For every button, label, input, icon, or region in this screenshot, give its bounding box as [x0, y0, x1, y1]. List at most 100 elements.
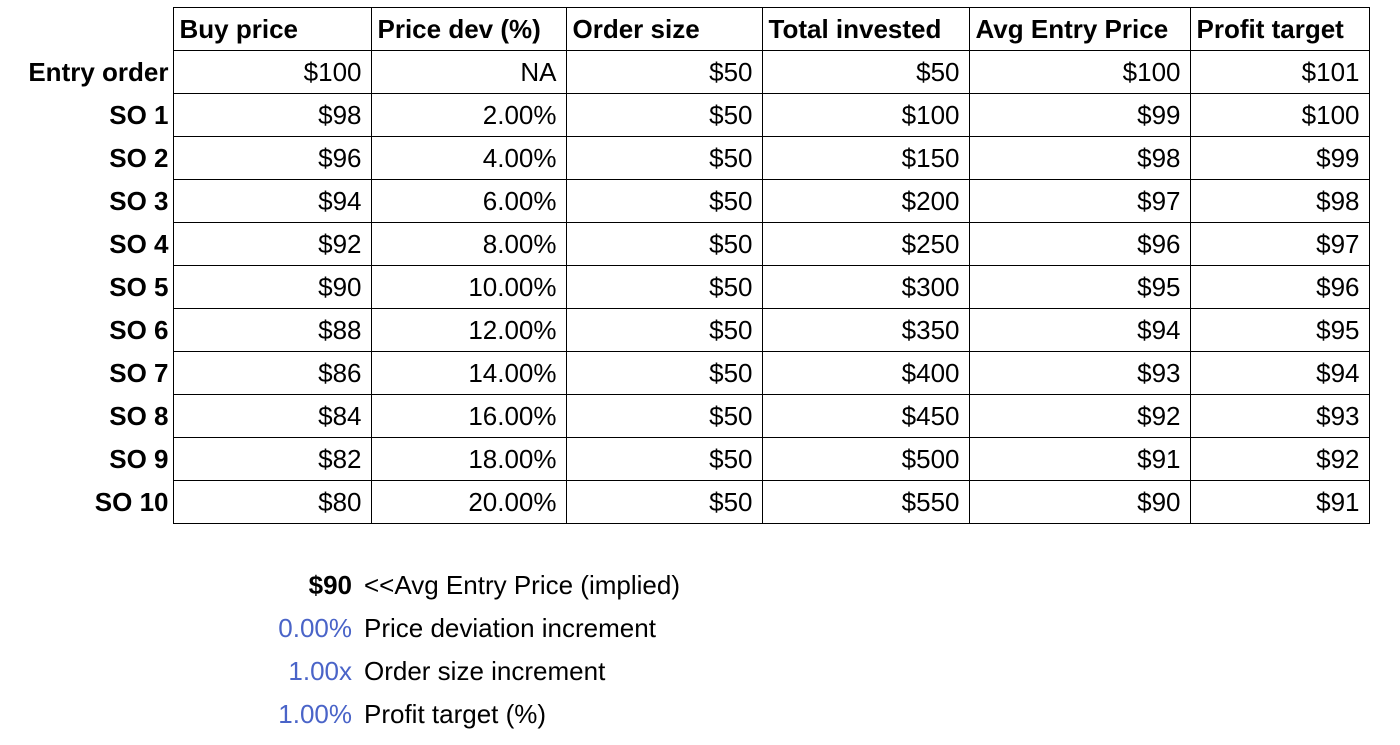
table-row: SO 4 $92 8.00% $50 $250 $96 $97	[2, 222, 1370, 266]
row-label: SO 9	[109, 444, 169, 474]
table-cell[interactable]: $200	[761, 179, 970, 223]
table-cell[interactable]: $80	[172, 480, 372, 524]
table-cell[interactable]: $93	[968, 351, 1191, 395]
row-label: SO 2	[109, 143, 169, 173]
table-cell[interactable]: $50	[565, 265, 763, 309]
table-cell[interactable]: 6.00%	[370, 179, 567, 223]
table-cell[interactable]: $96	[968, 222, 1191, 266]
table-cell[interactable]: $450	[761, 394, 970, 438]
table-cell[interactable]: $50	[565, 50, 763, 94]
table-cell[interactable]: 16.00%	[370, 394, 567, 438]
table-row: SO 6 $88 12.00% $50 $350 $94 $95	[2, 308, 1370, 352]
table-cell[interactable]: $90	[968, 480, 1191, 524]
table-row: SO 1 $98 2.00% $50 $100 $99 $100	[2, 93, 1370, 137]
table-cell[interactable]: $91	[968, 437, 1191, 481]
assumption-label: <<Avg Entry Price (implied)	[364, 570, 680, 600]
table-cell[interactable]: $50	[565, 93, 763, 137]
corner-cell	[2, 8, 173, 51]
table-cell[interactable]: $95	[1189, 308, 1370, 352]
table-cell[interactable]: $96	[1189, 265, 1370, 309]
table-cell[interactable]: $98	[968, 136, 1191, 180]
table-cell[interactable]: $50	[565, 437, 763, 481]
table-cell[interactable]: NA	[370, 50, 567, 94]
table-cell[interactable]: $84	[172, 394, 372, 438]
table-cell[interactable]: $50	[565, 222, 763, 266]
table-cell[interactable]: $94	[172, 179, 372, 223]
table-cell[interactable]: 12.00%	[370, 308, 567, 352]
header-row: Buy price Price dev (%) Order size Total…	[2, 7, 1370, 51]
table-cell[interactable]: $150	[761, 136, 970, 180]
assumption-value[interactable]: 0.00%	[278, 613, 352, 643]
table-cell[interactable]: $99	[968, 93, 1191, 137]
table-cell[interactable]: $50	[565, 351, 763, 395]
table-body: Entry order $100 NA $50 $50 $100 $101 SO 1 $98 2.…	[2, 50, 1370, 524]
table-cell[interactable]: $94	[968, 308, 1191, 352]
assumption-value[interactable]: $90	[308, 570, 352, 600]
table-cell[interactable]: $88	[172, 308, 372, 352]
table-cell[interactable]: 8.00%	[370, 222, 567, 266]
table-row: Entry order $100 NA $50 $50 $100 $101	[2, 50, 1370, 94]
row-label: SO 5	[109, 272, 169, 302]
assumption-row: 1.00% Profit target (%)	[0, 693, 680, 736]
column-header-avg-entry-price: Avg Entry Price	[968, 7, 1191, 51]
row-label: SO 7	[109, 358, 169, 388]
table-cell[interactable]: $99	[1189, 136, 1370, 180]
table-cell[interactable]: 20.00%	[370, 480, 567, 524]
table-cell[interactable]: 14.00%	[370, 351, 567, 395]
table-cell[interactable]: $50	[565, 136, 763, 180]
table-cell[interactable]: 2.00%	[370, 93, 567, 137]
row-label: Entry order	[28, 57, 169, 87]
row-label: SO 4	[109, 229, 169, 259]
table-cell[interactable]: 10.00%	[370, 265, 567, 309]
table-cell[interactable]: $50	[565, 308, 763, 352]
table-cell[interactable]: $50	[565, 179, 763, 223]
table-cell[interactable]: $96	[172, 136, 372, 180]
table-cell[interactable]: $82	[172, 437, 372, 481]
table-cell[interactable]: $100	[172, 50, 372, 94]
table-cell[interactable]: $100	[968, 50, 1191, 94]
assumption-label: Order size increment	[364, 656, 606, 686]
table-cell[interactable]: $500	[761, 437, 970, 481]
assumption-value[interactable]: 1.00%	[278, 699, 352, 729]
table-cell[interactable]: $90	[172, 265, 372, 309]
table-cell[interactable]: $300	[761, 265, 970, 309]
table-cell[interactable]: 18.00%	[370, 437, 567, 481]
table-cell[interactable]: $350	[761, 308, 970, 352]
table-row: SO 9 $82 18.00% $50 $500 $91 $92	[2, 437, 1370, 481]
table-row: SO 5 $90 10.00% $50 $300 $95 $96	[2, 265, 1370, 309]
table-cell[interactable]: $97	[968, 179, 1191, 223]
table-cell[interactable]: $97	[1189, 222, 1370, 266]
table-cell[interactable]: $50	[565, 394, 763, 438]
table-cell[interactable]: $400	[761, 351, 970, 395]
assumptions-block: $90 <<Avg Entry Price (implied) 0.00% Price…	[0, 564, 680, 736]
table-cell[interactable]: $95	[968, 265, 1191, 309]
table-cell[interactable]: $91	[1189, 480, 1370, 524]
table-cell[interactable]: $92	[968, 394, 1191, 438]
table-cell[interactable]: $100	[761, 93, 970, 137]
table-cell[interactable]: $250	[761, 222, 970, 266]
row-label: SO 3	[109, 186, 169, 216]
assumption-value[interactable]: 1.00x	[288, 656, 352, 686]
table-cell[interactable]: $50	[565, 480, 763, 524]
table-cell[interactable]: $93	[1189, 394, 1370, 438]
column-header-profit-target: Profit target	[1189, 7, 1370, 51]
assumption-label: Profit target (%)	[364, 699, 547, 729]
table-cell[interactable]: $92	[1189, 437, 1370, 481]
row-label: SO 6	[109, 315, 169, 345]
table-row: SO 7 $86 14.00% $50 $400 $93 $94	[2, 351, 1370, 395]
assumption-row: 1.00x Order size increment	[0, 650, 680, 693]
table-cell[interactable]: $98	[1189, 179, 1370, 223]
table-cell[interactable]: $50	[761, 50, 970, 94]
dca-order-table: Buy price Price dev (%) Order size Total…	[2, 7, 1370, 524]
table-cell[interactable]: $94	[1189, 351, 1370, 395]
table-cell[interactable]: $98	[172, 93, 372, 137]
table-cell[interactable]: $86	[172, 351, 372, 395]
table-cell[interactable]: 4.00%	[370, 136, 567, 180]
table-row: SO 3 $94 6.00% $50 $200 $97 $98	[2, 179, 1370, 223]
table-cell[interactable]: $100	[1189, 93, 1370, 137]
assumption-row: $90 <<Avg Entry Price (implied)	[0, 564, 680, 607]
table-cell[interactable]: $550	[761, 480, 970, 524]
table-cell[interactable]: $101	[1189, 50, 1370, 94]
table-cell[interactable]: $92	[172, 222, 372, 266]
